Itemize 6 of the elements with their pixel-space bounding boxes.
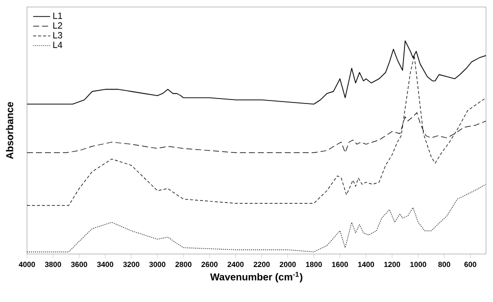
x-axis-title: Wavenumber (cm$^{-1}$) xyxy=(210,272,302,282)
legend-label: L1 xyxy=(53,12,62,19)
legend-label: L4 xyxy=(53,42,62,48)
legend-label: L2 xyxy=(53,22,62,29)
y-axis-title: Absorbance xyxy=(6,102,14,160)
legend-label: L3 xyxy=(53,32,62,38)
